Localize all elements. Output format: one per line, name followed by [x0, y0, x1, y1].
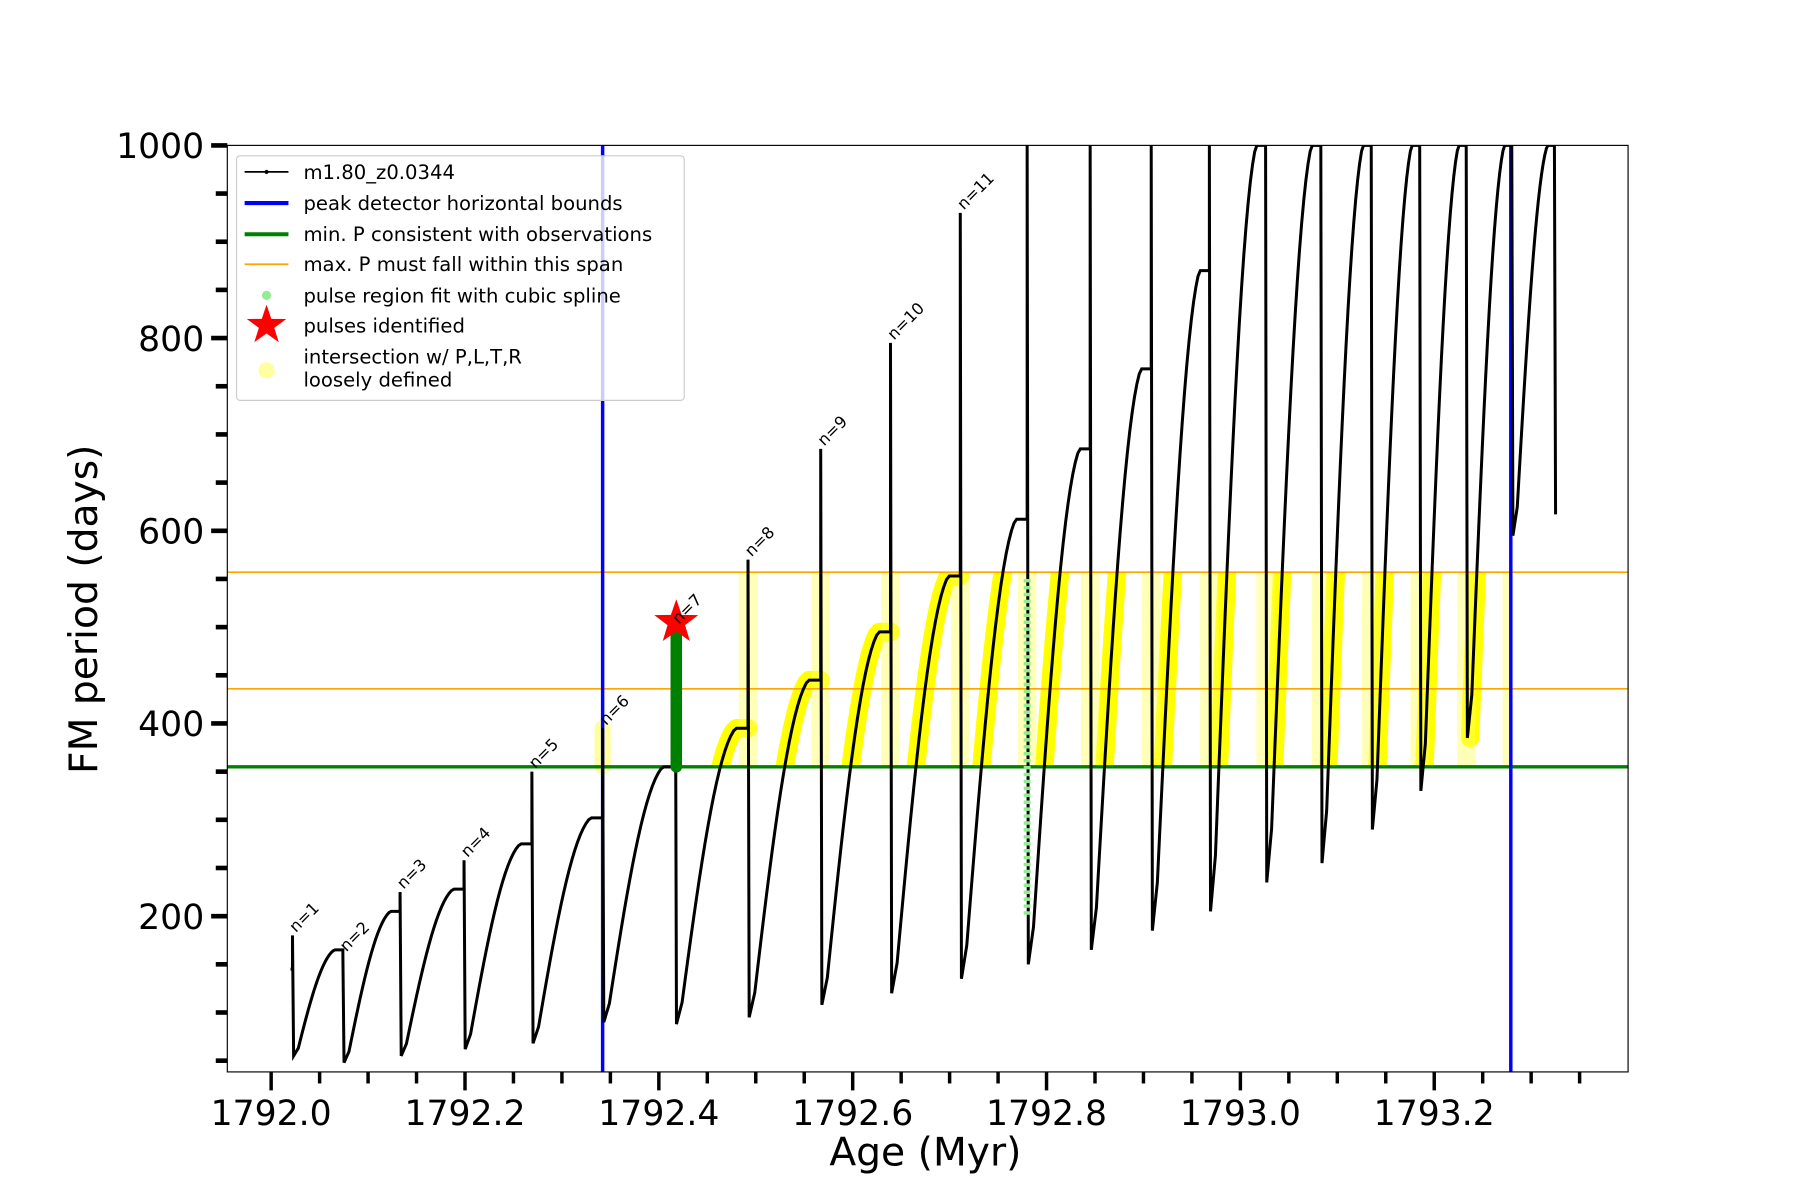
pulse-label: n=8: [741, 523, 778, 560]
legend-circle-icon: [258, 362, 275, 379]
x-tick-label: 1793.0: [1180, 1094, 1301, 1134]
x-tick-label: 1792.0: [211, 1094, 332, 1134]
pulse-label: n=1: [285, 898, 322, 935]
identified-pulse-star: [654, 599, 699, 641]
y-axis-label: FM period (days): [62, 445, 107, 774]
pulse-label: n=4: [457, 823, 494, 860]
legend-label: pulses identified: [303, 314, 464, 337]
ticks: 200 400 600 800 1000 1792.0 1792.2 1792.4 1792.6…: [116, 127, 1582, 1134]
pulse-label: n=9: [814, 412, 851, 449]
y-tick-label: 1000: [116, 127, 204, 167]
legend-label: pulse region fit with cubic spline: [303, 284, 620, 307]
y-tick-label: 600: [138, 512, 204, 552]
legend-label: min. P consistent with observations: [303, 223, 652, 246]
legend-label: max. P must fall within this span: [303, 253, 623, 276]
axes-frame: [226, 144, 1629, 1073]
pulse-fits: [654, 578, 1031, 917]
x-tick-label: 1793.2: [1374, 1094, 1495, 1134]
x-tick-label: 1792.6: [792, 1094, 913, 1134]
y-tick-label: 800: [138, 320, 204, 360]
x-tick-label: 1792.2: [404, 1094, 525, 1134]
pulse-label: n=11: [953, 169, 998, 214]
pulse-label: n=10: [883, 299, 928, 344]
legend-label: peak detector horizontal bounds: [303, 192, 622, 215]
series-line: [290, 145, 1558, 1064]
y-tick-label: 400: [138, 705, 204, 745]
x-tick-label: 1792.8: [986, 1094, 1107, 1134]
x-axis-label: Age (Myr): [829, 1130, 1021, 1175]
legend-label: m1.80_z0.0344: [303, 161, 454, 184]
legend-label: loosely defined: [303, 369, 452, 392]
legend-marker-icon: [264, 169, 269, 174]
y-tick-label: 200: [138, 898, 204, 938]
legend-label: intersection w/ P,L,T,R: [303, 345, 522, 368]
legend-dot-icon: [261, 290, 272, 300]
intersection-highlights: [594, 572, 1511, 775]
legend-star-icon: [246, 304, 287, 343]
pulse-label: n=3: [393, 855, 430, 892]
legend-box: [235, 155, 685, 401]
x-tick-label: 1792.4: [598, 1094, 719, 1134]
